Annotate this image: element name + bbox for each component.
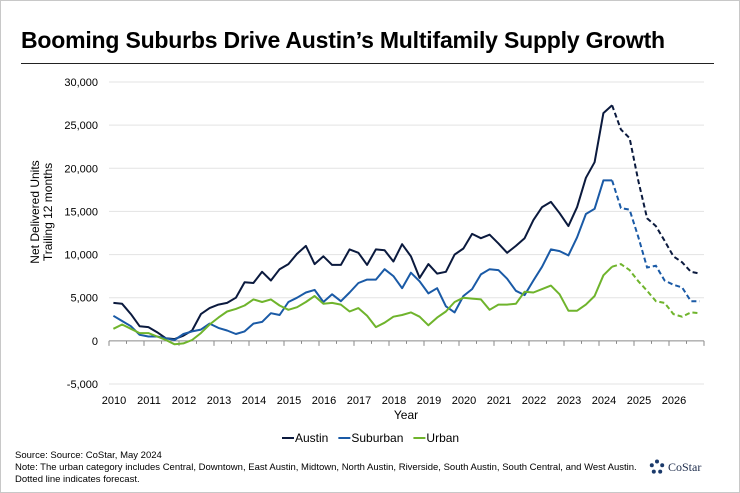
x-axis-title: Year: [394, 408, 418, 422]
x-tick-label: 2016: [312, 395, 336, 407]
series-forecast-suburban: [611, 180, 700, 303]
series-forecast-urban: [611, 263, 700, 318]
line-chart: -5,000 0 5,000 10,000 15,000 20,000 25,000 30,0…: [28, 77, 705, 445]
footer: Source: Source: CoStar, May 2024 Note: T…: [15, 450, 655, 486]
x-tick-label: 2010: [102, 395, 126, 407]
x-tick-label: 2011: [137, 395, 161, 407]
y-axis-title: Net Delivered Units: [28, 160, 42, 263]
legend-label-suburban: Suburban: [351, 431, 403, 445]
x-tick-label: 2019: [417, 395, 441, 407]
logo-text: CoStar: [668, 459, 702, 474]
chart-title: Booming Suburbs Drive Austin’s Multifami…: [21, 27, 665, 53]
note-text: Note: The urban category includes Centra…: [15, 462, 637, 485]
series-forecast-austin: [611, 104, 700, 275]
x-tick-label: 2015: [277, 395, 301, 407]
x-tick-label: 2014: [242, 395, 266, 407]
x-tick-label: 2025: [627, 395, 651, 407]
y-tick-label: 30,000: [64, 77, 98, 89]
x-tick-label: 2012: [172, 395, 196, 407]
y-tick-label: 0: [92, 336, 98, 348]
series-line-austin: [113, 104, 613, 341]
costar-logo: CoStar: [649, 459, 701, 475]
y-tick-label: 25,000: [64, 120, 98, 132]
x-tick-label: 2018: [382, 395, 406, 407]
x-tick-label: 2021: [487, 395, 511, 407]
x-tick-label: 2026: [662, 395, 686, 407]
legend-label-urban: Urban: [426, 431, 459, 445]
y-axis-title: Trailing 12 months: [41, 163, 55, 261]
legend-label-austin: Austin: [295, 431, 328, 445]
x-tick-label: 2024: [592, 395, 616, 407]
y-tick-label: -5,000: [67, 379, 98, 391]
y-tick-label: 5,000: [70, 293, 98, 305]
y-tick-label: 20,000: [64, 163, 98, 175]
x-tick-label: 2023: [557, 395, 581, 407]
x-tick-label: 2013: [207, 395, 231, 407]
y-tick-label: 15,000: [64, 206, 98, 218]
series-line-urban: [112, 265, 613, 346]
x-tick-label: 2020: [452, 395, 476, 407]
series-line-suburban: [112, 179, 613, 341]
costar-star-icon: [649, 459, 665, 474]
source-text: Source: Source: CoStar, May 2024: [15, 450, 162, 461]
x-tick-label: 2022: [522, 395, 546, 407]
y-tick-label: 10,000: [64, 250, 98, 262]
x-tick-label: 2017: [347, 395, 371, 407]
title-divider: [21, 63, 714, 64]
